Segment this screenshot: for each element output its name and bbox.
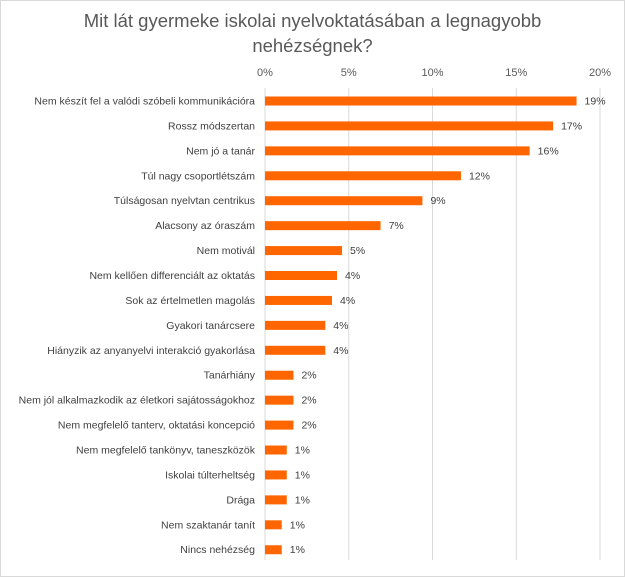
- data-label: 12%: [469, 170, 490, 182]
- category-label: Túlságosan nyelvtan centrikus: [114, 195, 255, 207]
- bar: [265, 271, 338, 281]
- data-label: 1%: [295, 445, 310, 457]
- x-tick-label: 20%: [589, 67, 611, 79]
- bar: [265, 146, 530, 156]
- data-label: 5%: [350, 245, 365, 257]
- category-label: Iskolai túlterheltség: [165, 469, 255, 481]
- category-label: Hiányzik az anyanyelvi interakció gyakor…: [47, 345, 255, 357]
- category-label: Nem kellően differenciált az oktatás: [89, 270, 255, 282]
- data-label: 1%: [295, 494, 310, 506]
- bar: [265, 345, 326, 355]
- bar: [265, 221, 381, 231]
- category-label: Nem motivál: [197, 245, 255, 257]
- data-label: 4%: [333, 320, 348, 332]
- category-label: Nem jól alkalmazkodik az életkori sajáto…: [19, 395, 255, 407]
- category-label: Nem szaktanár tanít: [161, 519, 255, 531]
- x-tick-label: 5%: [341, 67, 357, 79]
- category-label: Túl nagy csoportlétszám: [141, 170, 255, 182]
- bar: [265, 295, 332, 305]
- data-label: 2%: [301, 420, 316, 432]
- data-label: 9%: [430, 195, 445, 207]
- bar: [265, 320, 326, 330]
- data-label: 1%: [295, 469, 310, 481]
- x-tick-label: 0%: [257, 67, 273, 79]
- data-label: 1%: [290, 519, 305, 531]
- bar: [265, 246, 343, 256]
- bar: [265, 96, 577, 106]
- category-label: Drága: [226, 494, 255, 506]
- category-label: Rossz módszertan: [168, 120, 255, 132]
- data-label: 19%: [585, 96, 606, 108]
- chart-title: Mit lát gyermeke iskolai nyelvoktatásába…: [83, 10, 542, 56]
- category-label: Nem megfelelő tankönyv, taneszközök: [76, 445, 256, 457]
- data-label: 17%: [561, 120, 582, 132]
- bar: [265, 545, 282, 555]
- data-label: 2%: [301, 370, 316, 382]
- category-label: Nem jó a tanár: [186, 145, 255, 157]
- category-label: Alacsony az óraszám: [155, 220, 255, 232]
- x-tick-label: 10%: [421, 67, 443, 79]
- category-label: Nincs nehézség: [180, 544, 255, 556]
- bar: [265, 395, 294, 405]
- data-label: 7%: [389, 220, 404, 232]
- category-label: Sok az értelmetlen magolás: [125, 295, 255, 307]
- data-label: 16%: [538, 145, 559, 157]
- bar: [265, 121, 554, 131]
- data-label: 1%: [290, 544, 305, 556]
- bar: [265, 171, 461, 181]
- category-label: Gyakori tanárcsere: [166, 320, 255, 332]
- bar: [265, 495, 287, 505]
- x-tick-label: 15%: [505, 67, 527, 79]
- bar: [265, 196, 423, 206]
- bar: [265, 420, 294, 430]
- data-label: 4%: [345, 270, 360, 282]
- category-label: Tanárhiány: [204, 370, 256, 382]
- bar: [265, 445, 287, 455]
- data-label: 4%: [340, 295, 355, 307]
- category-label: Nem megfelelő tanterv, oktatási koncepci…: [58, 420, 255, 432]
- bar: [265, 370, 294, 380]
- data-label: 4%: [333, 345, 348, 357]
- bar: [265, 520, 282, 530]
- data-label: 2%: [301, 395, 316, 407]
- bar: [265, 470, 287, 480]
- category-label: Nem készít fel a valódi szóbeli kommunik…: [34, 96, 255, 108]
